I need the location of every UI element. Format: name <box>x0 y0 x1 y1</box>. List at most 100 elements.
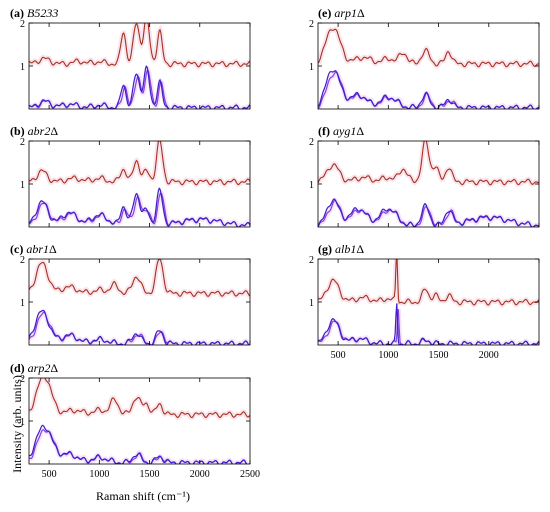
spectra <box>29 23 250 109</box>
y-tick-label: 2 <box>20 255 25 266</box>
panel-delta: Δ <box>357 6 365 20</box>
svg-text:(g) alb1Δ: (g) alb1Δ <box>318 242 364 256</box>
panel-strain: arp1 <box>334 6 357 20</box>
lower-spectrum-1 <box>29 187 250 227</box>
svg-text:(e) arp1Δ: (e) arp1Δ <box>318 6 365 20</box>
y-tick-label: 2 <box>309 137 314 148</box>
upper-spectrum-band <box>318 259 539 308</box>
upper-spectrum-band <box>29 23 250 70</box>
lower-spectrum-band <box>29 189 250 227</box>
x-tick-label: 1000 <box>89 469 109 480</box>
y-tick-label: 2 <box>309 19 314 30</box>
lower-spectrum-1 <box>318 303 539 345</box>
y-tick-label: 2 <box>20 19 25 30</box>
svg-text:(a) B5233: (a) B5233 <box>10 6 58 20</box>
lower-spectrum-band <box>318 69 539 109</box>
svg-text:(f) ayg1Δ: (f) ayg1Δ <box>318 124 364 138</box>
upper-spectrum <box>318 141 539 186</box>
panel-f: 12 <box>309 137 540 228</box>
panel-letter: (g) <box>318 242 332 256</box>
x-tick-label: 500 <box>42 469 57 480</box>
x-tick-label: 1000 <box>378 350 398 361</box>
upper-spectrum-band <box>29 141 250 188</box>
y-tick-label: 1 <box>309 62 314 73</box>
x-tick-label: 2000 <box>479 350 499 361</box>
panel-delta: Δ <box>50 361 58 375</box>
panel-strain: B5233 <box>27 6 58 20</box>
x-tick-label: 2500 <box>240 469 260 480</box>
panel-frame <box>28 258 251 346</box>
lower-spectrum-1 <box>318 198 539 227</box>
y-tick-label: 2 <box>20 374 25 385</box>
svg-text:(b) abr2Δ: (b) abr2Δ <box>10 124 58 138</box>
panel-label-b: (b) abr2Δ <box>10 124 58 138</box>
panel-letter: (d) <box>10 361 25 375</box>
panel-label-e: (e) arp1Δ <box>318 6 365 20</box>
spectra <box>318 259 539 345</box>
panel-strain: arp2 <box>28 361 51 375</box>
x-tick-label: 1500 <box>140 469 160 480</box>
x-tick-label: 500 <box>331 350 346 361</box>
panel-delta: Δ <box>356 242 364 256</box>
panel-letter: (b) <box>10 124 25 138</box>
y-tick-label: 1 <box>20 417 25 428</box>
svg-text:(d) arp2Δ: (d) arp2Δ <box>10 361 58 375</box>
upper-spectrum <box>29 378 250 419</box>
panel-letter: (f) <box>318 124 330 138</box>
upper-spectrum <box>318 259 539 306</box>
lower-spectrum-band <box>29 427 250 464</box>
y-tick-label: 1 <box>309 180 314 191</box>
panel-g: 1 2 500 1000 1500 2000 <box>309 255 540 361</box>
panel-label-f: (f) ayg1Δ <box>318 124 364 138</box>
panel-label-g: (g) alb1Δ <box>318 242 364 256</box>
lower-spectrum-1 <box>29 309 250 345</box>
panel-label-d: (d) arp2Δ <box>10 361 58 375</box>
panel-c: 12 <box>20 255 251 346</box>
lower-spectrum-1 <box>29 424 250 464</box>
panel-a: 12 <box>20 19 251 110</box>
upper-spectrum <box>29 141 250 186</box>
y-tick-label: 1 <box>20 298 25 309</box>
spectra <box>29 141 250 227</box>
spectra <box>29 378 250 464</box>
panel-letter: (e) <box>318 6 331 20</box>
panel-delta: Δ <box>356 124 364 138</box>
panel-strain: alb1 <box>335 242 356 256</box>
y-tick-label: 1 <box>20 62 25 73</box>
y-tick-label: 1 <box>20 180 25 191</box>
spectra <box>29 259 250 345</box>
lower-spectrum-1 <box>318 70 539 109</box>
upper-spectrum-band <box>29 259 250 300</box>
panel-delta: Δ <box>49 242 57 256</box>
upper-spectrum-band <box>29 378 250 421</box>
spectra <box>318 141 539 227</box>
upper-spectrum <box>29 259 250 298</box>
panel-b: 12 <box>20 137 251 228</box>
panel-label-a: (a) B5233 <box>10 6 58 20</box>
panel-strain: ayg1 <box>333 124 356 138</box>
x-tick-label: 2000 <box>190 469 210 480</box>
svg-text:(c) abr1Δ: (c) abr1Δ <box>10 242 57 256</box>
upper-spectrum-band <box>318 141 539 188</box>
spectra <box>318 26 539 109</box>
y-tick-label: 2 <box>20 137 25 148</box>
panel-e: 12 <box>309 19 540 110</box>
panel-delta: Δ <box>50 124 58 138</box>
y-axis-title: Intensity (arb. units) <box>10 375 24 473</box>
upper-spectrum <box>318 28 539 68</box>
x-axis-title: Raman shift (cm⁻¹) <box>96 489 190 503</box>
x-tick-label: 1500 <box>429 350 449 361</box>
panel-strain: abr2 <box>28 124 51 138</box>
lower-spectrum-band <box>29 66 250 109</box>
panel-letter: (a) <box>10 6 24 20</box>
panel-letter: (c) <box>10 242 23 256</box>
panel-strain: abr1 <box>26 242 49 256</box>
y-tick-label: 1 <box>309 298 314 309</box>
upper-spectrum-band <box>318 26 539 70</box>
panel-label-c: (c) abr1Δ <box>10 242 57 256</box>
upper-spectrum <box>29 23 250 68</box>
lower-spectrum-1 <box>29 65 250 109</box>
